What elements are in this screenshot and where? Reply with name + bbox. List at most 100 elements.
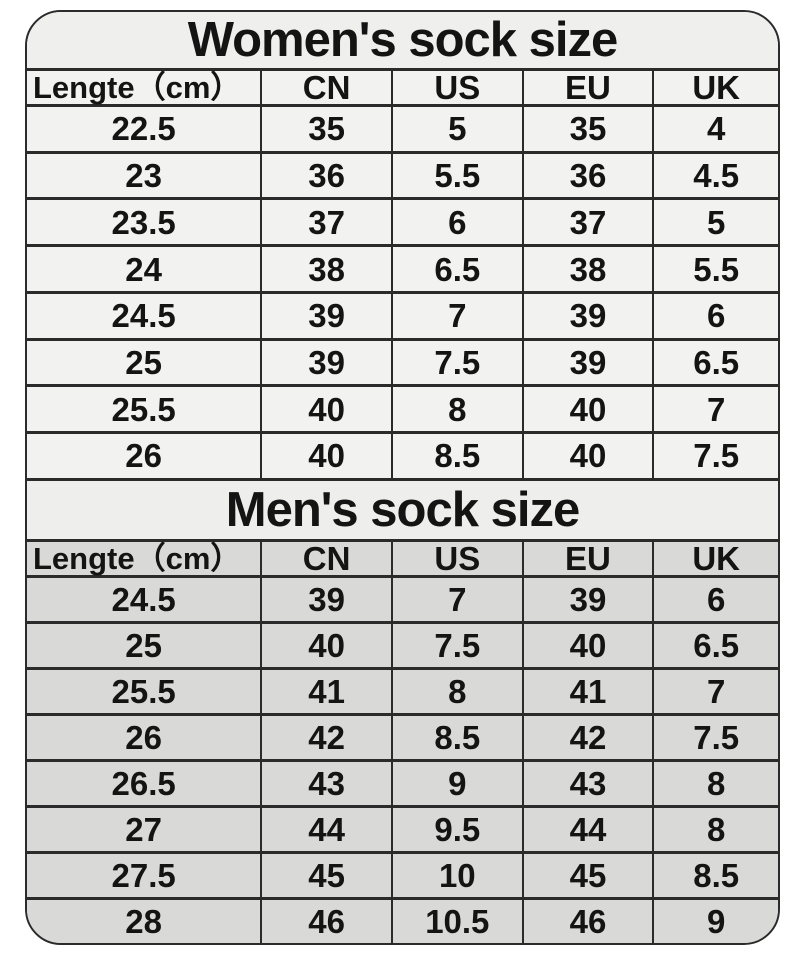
table-row: 27 44 9.5 44 8 xyxy=(27,805,778,855)
size-cell: 40 xyxy=(260,431,393,478)
size-cell: 39 xyxy=(260,337,393,388)
womens-size-table: Lengte（cm） CN US EU UK 22.5 35 5 35 4 23 36 5.5 36 4.… xyxy=(27,71,778,478)
size-cell: 24.5 xyxy=(27,290,263,341)
size-cell: 37 xyxy=(260,197,393,248)
table-row: 25.5 41 8 41 7 xyxy=(27,666,778,716)
column-header: UK xyxy=(652,541,778,578)
size-cell: 23.5 xyxy=(27,197,263,248)
size-cell: 42 xyxy=(521,712,655,762)
table-row: 26 42 8.5 42 7.5 xyxy=(27,712,778,762)
size-cell: 39 xyxy=(260,290,393,341)
size-cell: 45 xyxy=(260,851,393,901)
size-cell: 35 xyxy=(260,104,393,154)
size-cell: 25 xyxy=(27,620,263,670)
mens-table-body: 24.5 39 7 39 6 25 40 7.5 40 6.5 25.5 41 8 41 7 26 42 8.5 4… xyxy=(27,574,778,943)
size-cell: 5 xyxy=(390,104,524,154)
size-cell: 9 xyxy=(652,897,778,943)
size-cell: 40 xyxy=(260,384,393,435)
table-row: 25.5 40 8 40 7 xyxy=(27,384,778,435)
size-cell: 27.5 xyxy=(27,851,263,901)
size-cell: 10.5 xyxy=(390,897,524,943)
size-cell: 36 xyxy=(521,150,655,201)
size-cell: 35 xyxy=(521,104,655,154)
table-row: 23 36 5.5 36 4.5 xyxy=(27,150,778,201)
size-cell: 7 xyxy=(390,290,524,341)
size-cell: 8 xyxy=(652,805,778,855)
size-cell: 9.5 xyxy=(390,805,524,855)
size-cell: 39 xyxy=(260,574,393,624)
size-cell: 8 xyxy=(652,758,778,809)
table-row: 25 39 7.5 39 6.5 xyxy=(27,337,778,388)
column-header: US xyxy=(390,71,524,107)
size-cell: 42 xyxy=(260,712,393,762)
table-row: 25 40 7.5 40 6.5 xyxy=(27,620,778,670)
size-cell: 6.5 xyxy=(652,620,778,670)
size-cell: 4.5 xyxy=(652,150,778,201)
table-row: 26.5 43 9 43 8 xyxy=(27,758,778,809)
column-header: Lengte（cm） xyxy=(27,71,263,107)
size-cell: 26 xyxy=(27,431,263,478)
column-header: EU xyxy=(521,71,655,107)
size-cell: 25.5 xyxy=(27,666,263,716)
size-cell: 6 xyxy=(652,574,778,624)
size-cell: 6.5 xyxy=(652,337,778,388)
size-cell: 7.5 xyxy=(390,620,524,670)
size-cell: 24.5 xyxy=(27,574,263,624)
womens-size-section: Women's sock size Lengte（cm） CN US EU UK 22.… xyxy=(27,12,778,478)
size-cell: 41 xyxy=(521,666,655,716)
size-cell: 8 xyxy=(390,666,524,716)
size-cell: 7.5 xyxy=(390,337,524,388)
size-cell: 8.5 xyxy=(390,712,524,762)
mens-table-header: Lengte（cm） CN US EU UK xyxy=(27,541,778,578)
womens-table-body: 22.5 35 5 35 4 23 36 5.5 36 4.5 23.5 37 6 37 5 24 38 6.5 3… xyxy=(27,104,778,478)
size-cell: 43 xyxy=(260,758,393,809)
table-row: 27.5 45 10 45 8.5 xyxy=(27,851,778,901)
size-cell: 38 xyxy=(260,244,393,294)
size-cell: 6 xyxy=(390,197,524,248)
size-cell: 41 xyxy=(260,666,393,716)
size-cell: 25.5 xyxy=(27,384,263,435)
size-cell: 4 xyxy=(652,104,778,154)
size-cell: 5.5 xyxy=(390,150,524,201)
mens-section-title: Men's sock size xyxy=(27,477,778,542)
womens-table-header: Lengte（cm） CN US EU UK xyxy=(27,71,778,107)
size-cell: 46 xyxy=(521,897,655,943)
column-header: US xyxy=(390,541,524,578)
size-cell: 9 xyxy=(390,758,524,809)
size-cell: 27 xyxy=(27,805,263,855)
size-cell: 7 xyxy=(390,574,524,624)
size-cell: 5.5 xyxy=(652,244,778,294)
size-cell: 39 xyxy=(521,337,655,388)
size-cell: 24 xyxy=(27,244,263,294)
table-row: 24.5 39 7 39 6 xyxy=(27,574,778,624)
size-cell: 40 xyxy=(521,384,655,435)
size-cell: 7.5 xyxy=(652,712,778,762)
size-cell: 44 xyxy=(260,805,393,855)
size-cell: 26 xyxy=(27,712,263,762)
column-header: CN xyxy=(260,541,393,578)
size-cell: 23 xyxy=(27,150,263,201)
size-cell: 37 xyxy=(521,197,655,248)
size-cell: 8.5 xyxy=(390,431,524,478)
size-cell: 46 xyxy=(260,897,393,943)
mens-size-section: Men's sock size Lengte（cm） CN US EU UK 24.5 3… xyxy=(27,477,778,943)
table-row: 28 46 10.5 46 9 xyxy=(27,897,778,943)
table-row: 23.5 37 6 37 5 xyxy=(27,197,778,248)
size-cell: 40 xyxy=(521,431,655,478)
size-cell: 39 xyxy=(521,574,655,624)
size-cell: 26.5 xyxy=(27,758,263,809)
size-cell: 45 xyxy=(521,851,655,901)
size-cell: 40 xyxy=(260,620,393,670)
size-cell: 7.5 xyxy=(652,431,778,478)
size-cell: 39 xyxy=(521,290,655,341)
size-cell: 8.5 xyxy=(652,851,778,901)
size-cell: 38 xyxy=(521,244,655,294)
column-header: Lengte（cm） xyxy=(27,541,263,578)
size-chart-card: Women's sock size Lengte（cm） CN US EU UK 22.… xyxy=(25,10,780,945)
mens-size-table: Lengte（cm） CN US EU UK 24.5 39 7 39 6 25 40 7.5 40 6.… xyxy=(27,541,778,943)
size-cell: 43 xyxy=(521,758,655,809)
size-cell: 7 xyxy=(652,666,778,716)
size-cell: 6 xyxy=(652,290,778,341)
size-cell: 6.5 xyxy=(390,244,524,294)
size-cell: 36 xyxy=(260,150,393,201)
